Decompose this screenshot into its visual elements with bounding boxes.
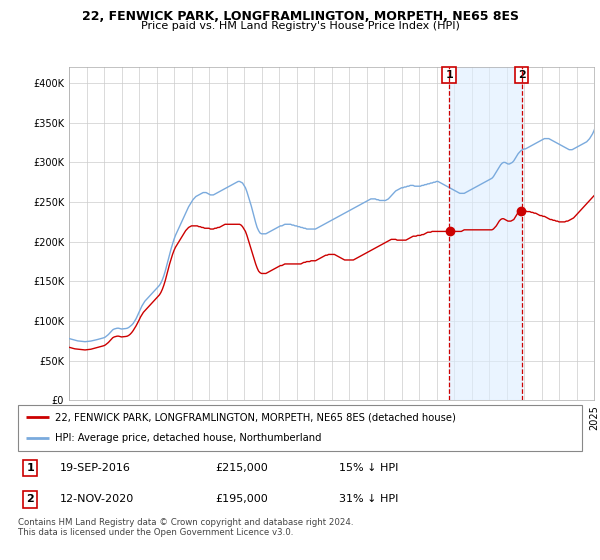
Text: HPI: Average price, detached house, Northumberland: HPI: Average price, detached house, Nort… (55, 433, 321, 444)
Text: £215,000: £215,000 (215, 463, 268, 473)
Text: 31% ↓ HPI: 31% ↓ HPI (340, 494, 399, 505)
Text: 12-NOV-2020: 12-NOV-2020 (60, 494, 134, 505)
Text: Price paid vs. HM Land Registry's House Price Index (HPI): Price paid vs. HM Land Registry's House … (140, 21, 460, 31)
Text: Contains HM Land Registry data © Crown copyright and database right 2024.
This d: Contains HM Land Registry data © Crown c… (18, 518, 353, 538)
Text: 1: 1 (26, 463, 34, 473)
Text: 15% ↓ HPI: 15% ↓ HPI (340, 463, 399, 473)
Bar (449, 67, 522, 400)
Text: £195,000: £195,000 (215, 494, 268, 505)
Text: 2: 2 (26, 494, 34, 505)
Text: 1: 1 (445, 70, 453, 80)
FancyBboxPatch shape (18, 405, 582, 451)
Text: 19-SEP-2016: 19-SEP-2016 (60, 463, 131, 473)
Text: 22, FENWICK PARK, LONGFRAMLINGTON, MORPETH, NE65 8ES: 22, FENWICK PARK, LONGFRAMLINGTON, MORPE… (82, 10, 518, 23)
Text: 22, FENWICK PARK, LONGFRAMLINGTON, MORPETH, NE65 8ES (detached house): 22, FENWICK PARK, LONGFRAMLINGTON, MORPE… (55, 412, 455, 422)
Text: 2: 2 (518, 70, 526, 80)
